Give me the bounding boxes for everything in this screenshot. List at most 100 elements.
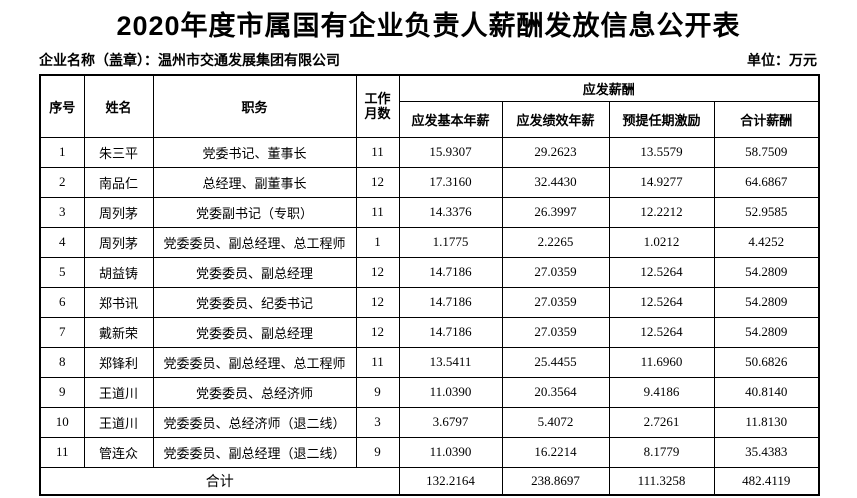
base-salary-cell: 14.7186 (398, 256, 503, 288)
total-pay-cell: 54.2809 (713, 256, 820, 288)
seq-cell: 5 (39, 256, 85, 288)
position-cell: 党委委员、纪委书记 (152, 286, 357, 318)
seq-cell: 2 (39, 166, 85, 198)
table-row: 2 南品仁 总经理、副董事长 12 17.3160 32.4430 14.927… (39, 166, 820, 198)
term-incentive-cell: 11.6960 (608, 346, 715, 378)
name-cell: 戴新荣 (83, 316, 154, 348)
base-salary-cell: 14.7186 (398, 316, 503, 348)
company-name-label: 企业名称（盖章）：温州市交通发展集团有限公司 (39, 52, 340, 68)
months-cell: 1 (355, 226, 400, 258)
months-cell: 11 (355, 196, 400, 228)
term-incentive-cell: 1.0212 (608, 226, 715, 258)
header-seq: 序号 (39, 74, 85, 138)
table-row: 6 郑书讯 党委委员、纪委书记 12 14.7186 27.0359 12.52… (39, 286, 820, 318)
base-salary-cell: 14.3376 (398, 196, 503, 228)
months-cell: 12 (355, 166, 400, 198)
table-row: 3 周列茅 党委副书记（专职） 11 14.3376 26.3997 12.22… (39, 196, 820, 228)
base-salary-cell: 15.9307 (398, 136, 503, 168)
months-cell: 11 (355, 136, 400, 168)
position-cell: 党委书记、董事长 (152, 136, 357, 168)
total-performance-value: 238.8697 (501, 466, 610, 496)
performance-salary-cell: 20.3564 (501, 376, 610, 408)
base-salary-cell: 11.0390 (398, 376, 503, 408)
name-cell: 朱三平 (83, 136, 154, 168)
months-cell: 12 (355, 286, 400, 318)
total-row: 合计 132.2164 238.8697 111.3258 482.4119 (39, 466, 820, 496)
position-cell: 总经理、副董事长 (152, 166, 357, 198)
name-cell: 胡益铸 (83, 256, 154, 288)
name-cell: 南品仁 (83, 166, 154, 198)
total-pay-cell: 35.4383 (713, 436, 820, 468)
term-incentive-cell: 12.2212 (608, 196, 715, 228)
total-pay-value: 482.4119 (713, 466, 820, 496)
total-pay-cell: 58.7509 (713, 136, 820, 168)
name-cell: 郑书讯 (83, 286, 154, 318)
header-performance-salary: 应发绩效年薪 (501, 100, 610, 138)
table-row: 1 朱三平 党委书记、董事长 11 15.9307 29.2623 13.557… (39, 136, 820, 168)
unit-label: 单位：万元 (747, 52, 817, 68)
months-cell: 9 (355, 376, 400, 408)
term-incentive-cell: 2.7261 (608, 406, 715, 438)
header-base-salary: 应发基本年薪 (398, 100, 503, 138)
table-row: 11 管连众 党委委员、副总经理（退二线） 9 11.0390 16.2214 … (39, 436, 820, 468)
page-title: 2020年度市属国有企业负责人薪酬发放信息公开表 (116, 11, 741, 41)
total-pay-cell: 50.6826 (713, 346, 820, 378)
total-pay-cell: 52.9585 (713, 196, 820, 228)
name-cell: 王道川 (83, 406, 154, 438)
header-months: 工作 月数 (355, 74, 400, 138)
months-cell: 9 (355, 436, 400, 468)
position-cell: 党委委员、副总经理、总工程师 (152, 226, 357, 258)
term-incentive-cell: 14.9277 (608, 166, 715, 198)
header-months-line2: 月数 (364, 106, 391, 122)
base-salary-cell: 3.6797 (398, 406, 503, 438)
header-months-line1: 工作 (364, 90, 391, 106)
position-cell: 党委委员、副总经理、总工程师 (152, 346, 357, 378)
performance-salary-cell: 16.2214 (501, 436, 610, 468)
header-position: 职务 (152, 74, 357, 138)
performance-salary-cell: 26.3997 (501, 196, 610, 228)
total-pay-cell: 54.2809 (713, 286, 820, 318)
performance-salary-cell: 32.4430 (501, 166, 610, 198)
performance-salary-cell: 29.2623 (501, 136, 610, 168)
position-cell: 党委委员、副总经理 (152, 316, 357, 348)
table-body: 1 朱三平 党委书记、董事长 11 15.9307 29.2623 13.557… (39, 136, 820, 468)
seq-cell: 11 (39, 436, 85, 468)
performance-salary-cell: 27.0359 (501, 316, 610, 348)
months-cell: 11 (355, 346, 400, 378)
name-cell: 王道川 (83, 376, 154, 408)
table-row: 9 王道川 党委委员、总经济师 9 11.0390 20.3564 9.4186… (39, 376, 820, 408)
total-pay-cell: 40.8140 (713, 376, 820, 408)
table-header: 序号 姓名 职务 工作 月数 应发薪酬 应发基本年薪 应发绩效年薪 预提任期激励… (39, 74, 820, 138)
performance-salary-cell: 27.0359 (501, 256, 610, 288)
performance-salary-cell: 5.4072 (501, 406, 610, 438)
seq-cell: 3 (39, 196, 85, 228)
term-incentive-cell: 13.5579 (608, 136, 715, 168)
term-incentive-cell: 9.4186 (608, 376, 715, 408)
table-row: 10 王道川 党委委员、总经济师（退二线） 3 3.6797 5.4072 2.… (39, 406, 820, 438)
performance-salary-cell: 25.4455 (501, 346, 610, 378)
seq-cell: 7 (39, 316, 85, 348)
term-incentive-cell: 12.5264 (608, 286, 715, 318)
seq-cell: 9 (39, 376, 85, 408)
meta-row: 企业名称（盖章）：温州市交通发展集团有限公司 单位：万元 (39, 50, 817, 70)
table-row: 7 戴新荣 党委委员、副总经理 12 14.7186 27.0359 12.52… (39, 316, 820, 348)
total-pay-cell: 64.6867 (713, 166, 820, 198)
total-pay-cell: 4.4252 (713, 226, 820, 258)
header-name: 姓名 (83, 74, 154, 138)
base-salary-cell: 1.1775 (398, 226, 503, 258)
seq-cell: 1 (39, 136, 85, 168)
position-cell: 党委委员、副总经理（退二线） (152, 436, 357, 468)
base-salary-cell: 14.7186 (398, 286, 503, 318)
header-pay-group: 应发薪酬 (398, 74, 820, 102)
table-row: 4 周列茅 党委委员、副总经理、总工程师 1 1.1775 2.2265 1.0… (39, 226, 820, 258)
performance-salary-cell: 2.2265 (501, 226, 610, 258)
months-cell: 12 (355, 256, 400, 288)
base-salary-cell: 17.3160 (398, 166, 503, 198)
total-pay-cell: 11.8130 (713, 406, 820, 438)
table-row: 8 郑锋利 党委委员、副总经理、总工程师 11 13.5411 25.4455 … (39, 346, 820, 378)
name-cell: 周列茅 (83, 196, 154, 228)
position-cell: 党委副书记（专职） (152, 196, 357, 228)
table-row: 5 胡益铸 党委委员、副总经理 12 14.7186 27.0359 12.52… (39, 256, 820, 288)
position-cell: 党委委员、总经济师（退二线） (152, 406, 357, 438)
header-total-pay: 合计薪酬 (713, 100, 820, 138)
